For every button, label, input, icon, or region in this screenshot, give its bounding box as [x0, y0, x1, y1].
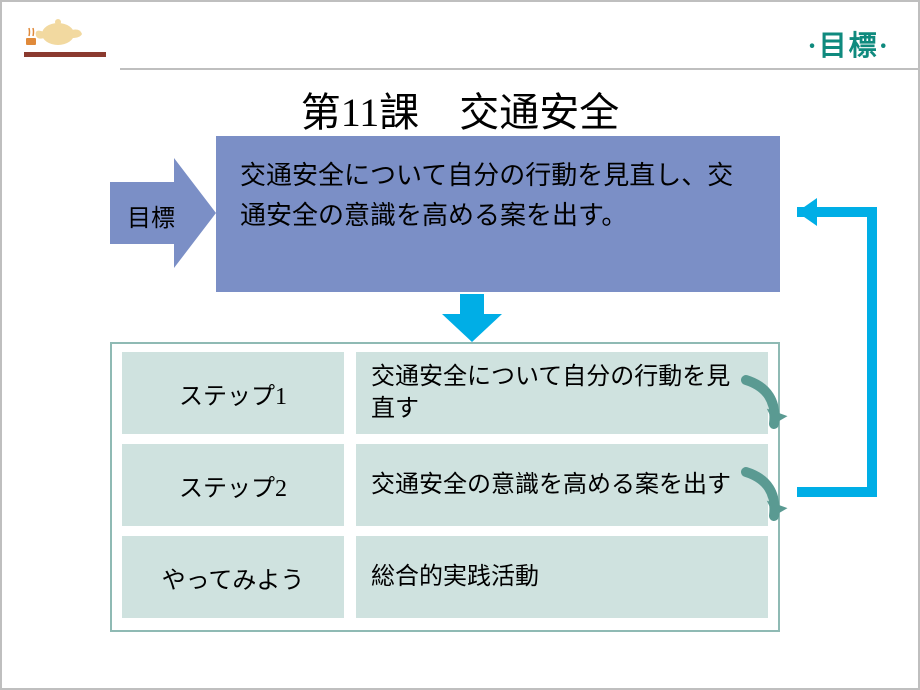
step-2-desc: 交通安全の意識を高める案を出す [356, 444, 768, 526]
step-3-desc: 総合的実践活動 [356, 536, 768, 618]
teapot-underline [24, 52, 106, 57]
header-rule [120, 68, 918, 70]
step-row: ステップ2 交通安全の意識を高める案を出す [122, 444, 768, 526]
steps-container: ステップ1 交通安全について自分の行動を見直す ステップ2 交通安全の意識を高め… [110, 342, 780, 632]
page-title: 第11課 交通安全 [2, 80, 918, 138]
goal-arrow-label: 目標 [127, 198, 175, 233]
step-row: やってみよう 総合的実践活動 [122, 536, 768, 618]
down-arrow-icon [442, 294, 502, 347]
slide: ·目標· 第11課 交通安全 目標 交通安全について自分の行動を見直し、交通安全… [0, 0, 920, 690]
step-1-desc: 交通安全について自分の行動を見直す [356, 352, 768, 434]
step-2-label: ステップ2 [122, 444, 344, 526]
step-3-label: やってみよう [122, 536, 344, 618]
step-1-label: ステップ1 [122, 352, 344, 434]
goal-box: 交通安全について自分の行動を見直し、交通安全の意識を高める案を出す。 [216, 136, 780, 292]
header-tab-label: ·目標· [807, 24, 890, 64]
step-row: ステップ1 交通安全について自分の行動を見直す [122, 352, 768, 434]
teapot-icon [24, 8, 84, 53]
